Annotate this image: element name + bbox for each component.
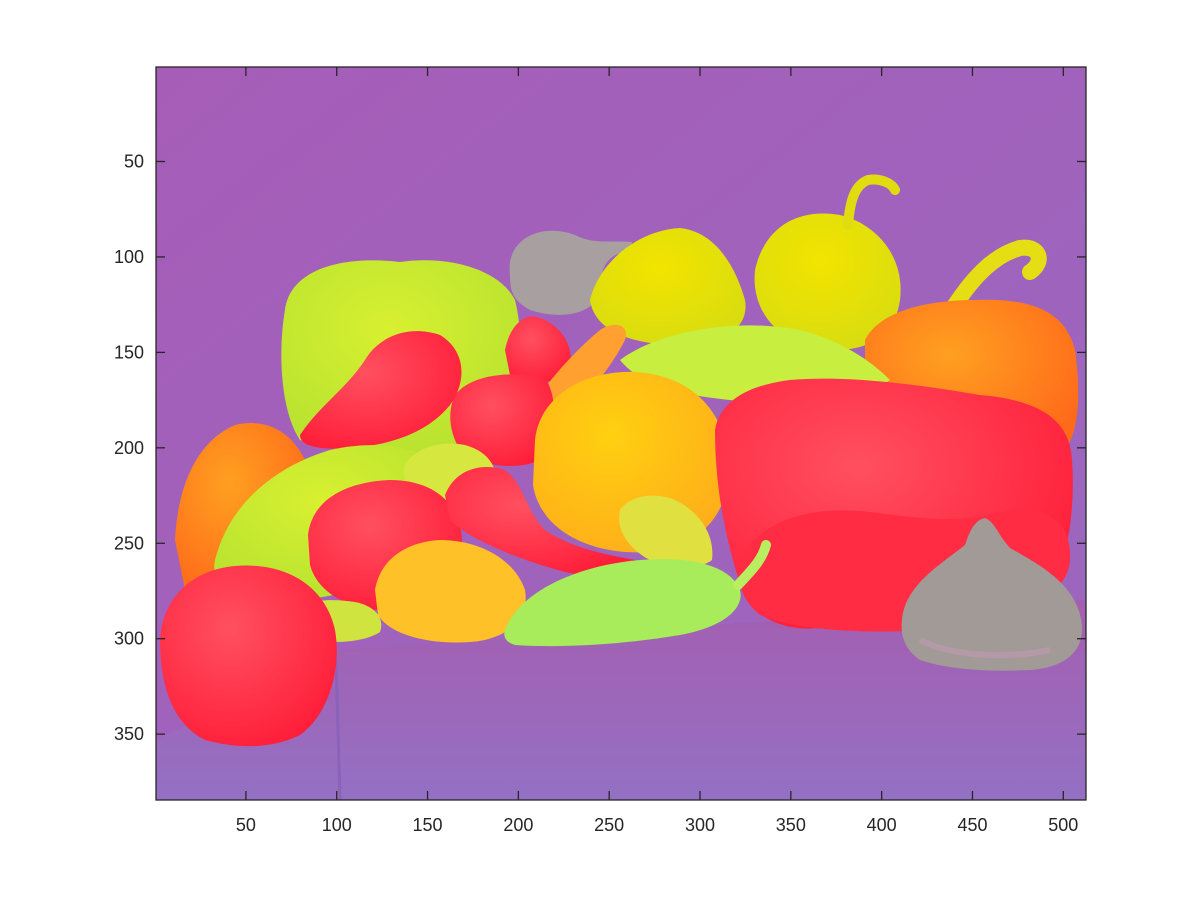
- x-tick-label: 400: [867, 815, 897, 835]
- x-tick-label: 100: [322, 815, 352, 835]
- y-tick-label: 250: [114, 533, 144, 553]
- y-tick-label: 100: [114, 247, 144, 267]
- y-axis: 50 100 150 200 250 300 350: [114, 151, 1086, 744]
- image-gray-shape-top: [509, 230, 632, 315]
- image-stem-top-right: [843, 174, 900, 230]
- x-tick-label: 50: [236, 815, 256, 835]
- image-stem-curly-right: [947, 239, 1047, 313]
- x-tick-label: 500: [1048, 815, 1078, 835]
- image-pepper-red-mid-back: [450, 374, 555, 466]
- x-tick-label: 200: [503, 815, 533, 835]
- image-pepper-yellow-top-mid: [590, 228, 746, 345]
- image-garlic-shadow: [918, 637, 1051, 659]
- x-tick-label: 450: [957, 815, 987, 835]
- image-tomato-red-bottom-left: [160, 565, 337, 747]
- image-pepper-red-top-center: [505, 316, 571, 382]
- axes-frame: [155, 66, 1087, 801]
- y-tick-label: 200: [114, 438, 144, 458]
- y-tick-label: 150: [114, 342, 144, 362]
- y-tick-label: 50: [124, 151, 144, 171]
- image-pepper-red-twisted-left: [300, 331, 462, 449]
- image-table: [156, 600, 1086, 800]
- x-tick-label: 250: [594, 815, 624, 835]
- x-axis: 50 100 150 200 250 300 350 400 450 500: [236, 67, 1078, 835]
- image-chili-red-center: [445, 467, 635, 576]
- x-tick-label: 150: [413, 815, 443, 835]
- x-tick-label: 300: [685, 815, 715, 835]
- image-pepper-green-bottom-center: [504, 559, 741, 647]
- image-garlic-gray: [901, 518, 1083, 671]
- image-pepper-yellow-top-right: [754, 213, 901, 350]
- pepper-image: [156, 67, 1086, 800]
- image-pepper-yellow-under-center: [619, 495, 713, 567]
- y-tick-label: 350: [114, 724, 144, 744]
- x-tick-label: 350: [776, 815, 806, 835]
- image-table-edge: [334, 659, 342, 800]
- image-stem-bottom-center: [733, 540, 771, 590]
- image-pepper-gold-lower-center: [375, 540, 526, 643]
- y-tick-label: 300: [114, 629, 144, 649]
